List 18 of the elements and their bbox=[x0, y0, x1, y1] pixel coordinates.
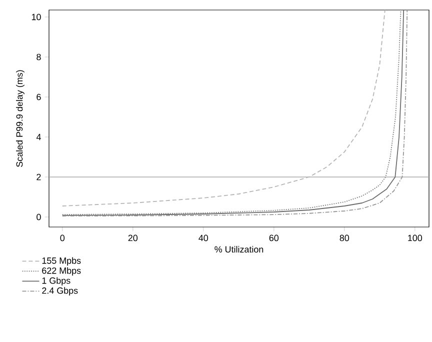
y-axis-title: Scaled P99.9 delay (ms) bbox=[16, 70, 24, 167]
legend-label: 622 Mbps bbox=[42, 267, 81, 276]
legend-label: 1 Gbps bbox=[42, 277, 70, 286]
legend-label: 2.4 Gbps bbox=[42, 287, 78, 296]
y-tick-label: 2 bbox=[36, 174, 41, 180]
legend-label: 155 Mpbs bbox=[42, 257, 81, 266]
y-tick-label: 10 bbox=[32, 14, 41, 20]
x-tick-label: 20 bbox=[128, 234, 138, 242]
y-tick-label: 8 bbox=[36, 54, 41, 60]
y-tick-label: 0 bbox=[36, 214, 41, 220]
x-tick-label: 80 bbox=[340, 234, 350, 242]
x-tick-label: 100 bbox=[408, 234, 422, 242]
x-axis-title: % Utilization bbox=[214, 246, 264, 253]
x-tick-label: 60 bbox=[269, 234, 279, 242]
y-tick-label: 4 bbox=[36, 134, 41, 140]
y-tick-label: 6 bbox=[36, 94, 41, 100]
x-tick-label: 40 bbox=[198, 234, 208, 242]
x-tick-label: 0 bbox=[60, 234, 65, 242]
